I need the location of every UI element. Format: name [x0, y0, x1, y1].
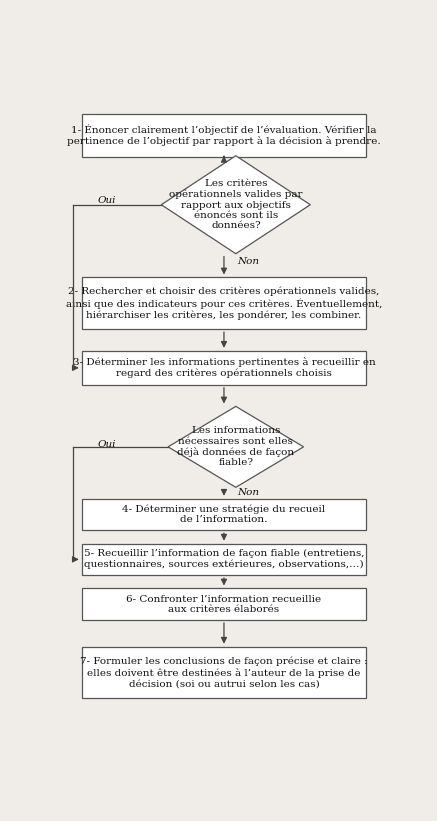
Polygon shape	[161, 156, 310, 254]
FancyBboxPatch shape	[82, 589, 366, 620]
Text: 5- Recueillir l’information de façon fiable (entretiens,
questionnaires, sources: 5- Recueillir l’information de façon fia…	[84, 549, 364, 570]
Text: 2- Rechercher et choisir des critères opérationnels valides,
ainsi que des indic: 2- Rechercher et choisir des critères op…	[66, 287, 382, 319]
Text: 1- Énoncer clairement l’objectif de l’évaluation. Vérifier la
pertinence de l’ob: 1- Énoncer clairement l’objectif de l’év…	[67, 124, 381, 146]
Polygon shape	[168, 406, 304, 488]
Text: 6- Confronter l’information recueillie
aux critères élaborés: 6- Confronter l’information recueillie a…	[126, 594, 322, 614]
Text: 4- Déterminer une stratégie du recueil
de l’information.: 4- Déterminer une stratégie du recueil d…	[122, 505, 326, 525]
Text: Non: Non	[237, 257, 259, 266]
FancyBboxPatch shape	[82, 277, 366, 329]
Text: 7- Formuler les conclusions de façon précise et claire :
elles doivent être dest: 7- Formuler les conclusions de façon pré…	[80, 657, 368, 688]
Text: Les informations
nécessaires sont elles
déjà données de façon
fiable?: Les informations nécessaires sont elles …	[177, 426, 295, 467]
Text: Non: Non	[237, 488, 259, 498]
FancyBboxPatch shape	[82, 544, 366, 576]
FancyBboxPatch shape	[82, 647, 366, 699]
Text: Oui: Oui	[98, 440, 116, 449]
Text: 3- Déterminer les informations pertinentes à recueillir en
regard des critères o: 3- Déterminer les informations pertinent…	[73, 357, 375, 378]
FancyBboxPatch shape	[82, 351, 366, 385]
Text: Les critères
opérationnels valides par
rapport aux objectifs
énoncés sont ils
do: Les critères opérationnels valides par r…	[169, 179, 302, 231]
Text: Oui: Oui	[98, 196, 116, 205]
FancyBboxPatch shape	[82, 498, 366, 530]
FancyBboxPatch shape	[82, 113, 366, 157]
